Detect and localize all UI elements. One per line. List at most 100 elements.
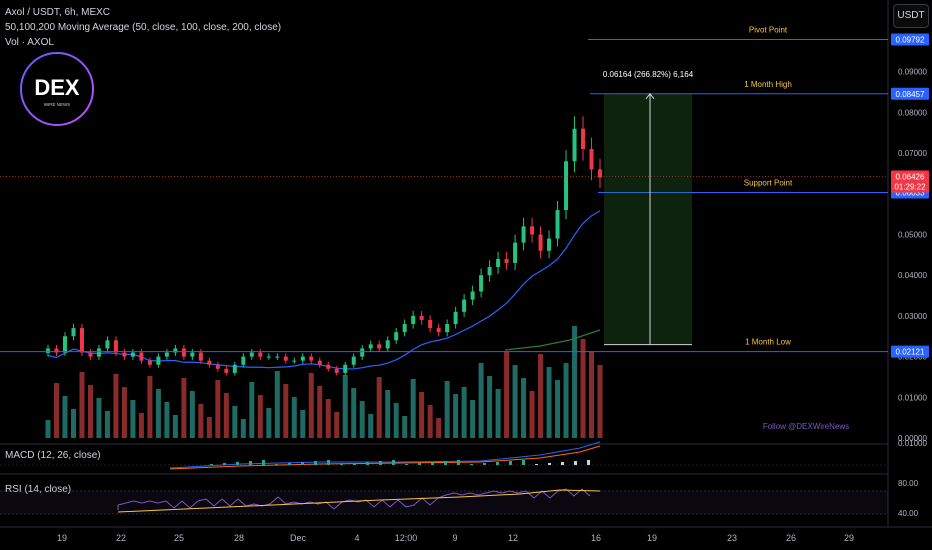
candle-body	[79, 328, 84, 353]
watermark-text: Follow @DEXWireNews	[763, 422, 849, 431]
time-axis-label: 19	[57, 533, 67, 543]
macd-histogram-bar	[522, 460, 525, 465]
level-price-tag	[891, 33, 929, 46]
macd-histogram-bar	[431, 462, 434, 465]
macd-histogram-bar	[548, 463, 551, 465]
macd-histogram-bar	[483, 463, 486, 465]
volume-bar	[79, 372, 85, 438]
candle-body	[71, 328, 76, 337]
countdown-text: 01:29:22	[894, 182, 926, 191]
macd-histogram-bar	[392, 460, 395, 465]
macd-histogram-bar	[535, 464, 538, 465]
macd-histogram-bar	[561, 462, 564, 465]
candle-body	[368, 344, 373, 349]
volume-bar	[70, 409, 76, 438]
measure-box	[604, 93, 692, 345]
rsi-tick-label: 80.00	[898, 479, 919, 488]
volume-bar	[521, 378, 527, 438]
dex-logo: DEX WIRE NEWS	[20, 52, 94, 126]
macd-histogram-bar	[366, 462, 369, 465]
price-tick-label: 0.03000	[898, 312, 927, 321]
volume-bar	[563, 363, 569, 438]
volume-bar	[189, 391, 195, 438]
moving-average-legend[interactable]: 50,100,200 Moving Average (50, close, 10…	[5, 22, 282, 33]
level-price-tag	[891, 87, 929, 100]
candle-body	[130, 352, 135, 357]
currency-button[interactable]: USDT	[893, 4, 929, 28]
volume-bar	[181, 378, 187, 438]
price-tick-label: 0.07000	[898, 149, 927, 158]
volume-bar	[342, 375, 348, 438]
time-axis-label: 26	[786, 533, 796, 543]
volume-bar	[274, 371, 280, 438]
price-tick-label: 0.01000	[898, 393, 927, 402]
volume-bar	[240, 419, 246, 438]
macd-signal-line	[169, 445, 601, 470]
volume-bar	[317, 386, 323, 438]
candle-body	[555, 210, 560, 239]
level-price-tag-text: 0.02121	[896, 348, 925, 357]
volume-bar	[470, 400, 476, 438]
symbol-title: Axol / USDT, 6h, MEXC	[5, 7, 111, 18]
ma50-line	[47, 210, 601, 370]
volume-bar	[495, 389, 501, 438]
level-price-tag-text: 0.06033	[896, 188, 925, 197]
rsi-ma-line	[117, 489, 601, 513]
candle-body	[275, 356, 280, 358]
candle-body	[402, 324, 407, 333]
candle-body	[419, 315, 424, 320]
candle-body	[139, 352, 144, 361]
candle-body	[283, 356, 288, 361]
macd-histogram-bar	[587, 460, 590, 465]
time-axis-label: Dec	[290, 533, 307, 543]
candle-body	[96, 348, 101, 357]
volume-bar	[291, 397, 297, 438]
time-axis-label: 12	[508, 533, 518, 543]
volume-bar	[572, 326, 578, 438]
macd-line	[169, 441, 601, 469]
ma100-line	[504, 329, 601, 351]
level-label: 1 Month High	[744, 80, 792, 89]
candle-body	[547, 238, 552, 251]
candle-body	[300, 356, 305, 361]
volume-bar	[257, 395, 263, 438]
candle-body	[317, 360, 322, 365]
candle-body	[504, 258, 509, 263]
candle-body	[147, 360, 152, 365]
volume-bar	[385, 390, 391, 438]
volume-bar	[555, 380, 561, 438]
volume-bar	[580, 339, 586, 438]
volume-bar	[529, 391, 535, 438]
volume-bar	[478, 363, 484, 438]
volume-bar	[121, 387, 127, 438]
volume-legend[interactable]: Vol · AXOL	[5, 37, 54, 48]
candle-body	[232, 364, 237, 373]
macd-histogram-bar	[405, 464, 408, 465]
candle-body	[46, 348, 50, 353]
volume-bar	[504, 352, 510, 438]
volume-bar	[300, 410, 306, 438]
volume-bar	[45, 420, 51, 438]
candle-body	[351, 356, 356, 365]
volume-bar	[512, 365, 518, 438]
time-axis-label: 9	[452, 533, 457, 543]
volume-bar	[266, 408, 272, 438]
candle-body	[309, 356, 314, 361]
macd-histogram-bar	[418, 463, 421, 465]
candle-body	[198, 352, 203, 361]
volume-bar	[215, 380, 221, 438]
price-tick-label: 0.00000	[898, 434, 927, 443]
volume-bar	[436, 418, 442, 438]
volume-bar	[368, 414, 374, 438]
candle-body	[224, 368, 229, 373]
macd-histogram-bar	[574, 461, 577, 465]
volume-bar	[334, 412, 340, 438]
candle-body	[164, 352, 169, 357]
time-axis-label: 25	[174, 533, 184, 543]
macd-histogram-bar	[496, 462, 499, 465]
macd-label: MACD (12, 26, close)	[5, 450, 101, 461]
volume-bar	[427, 405, 433, 438]
volume-bar	[308, 373, 314, 438]
candle-body	[385, 340, 390, 349]
